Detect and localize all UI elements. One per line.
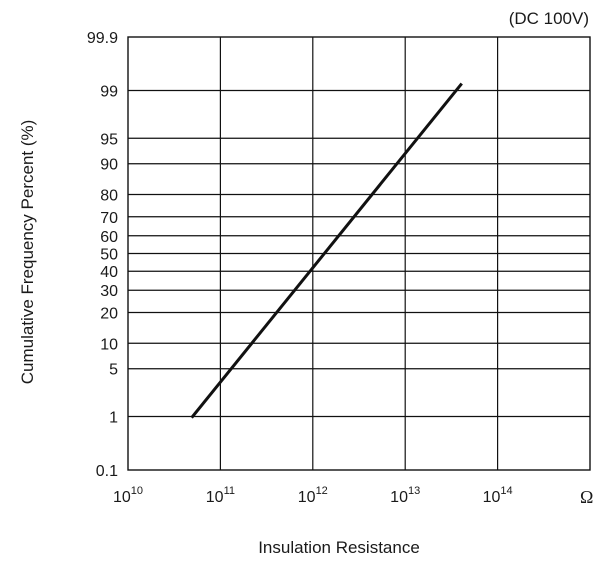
grid	[128, 37, 590, 470]
plot-area	[127, 36, 591, 471]
y-tick-label: 0.1	[96, 463, 118, 480]
x-tick-label: 1010	[113, 485, 143, 506]
series-line	[190, 82, 463, 419]
x-axis-unit: Ω	[580, 487, 593, 507]
y-axis-title: Cumulative Frequency Percent (%)	[18, 120, 37, 385]
test-condition-label: (DC 100V)	[509, 9, 589, 28]
x-axis-title: Insulation Resistance	[258, 538, 420, 557]
x-tick-label: 1012	[298, 485, 328, 506]
x-tick-label: 1011	[206, 485, 235, 506]
y-tick-label: 90	[100, 157, 118, 174]
y-tick-label: 99	[100, 84, 118, 101]
y-tick-label: 80	[100, 188, 118, 205]
y-tick-label: 10	[100, 336, 118, 353]
y-tick-label: 30	[100, 283, 118, 300]
y-tick-label: 60	[100, 229, 118, 246]
y-tick-label: 5	[109, 362, 118, 379]
y-tick-label: 20	[100, 305, 118, 322]
y-tick-label: 70	[100, 210, 118, 227]
x-tick-label: 1013	[390, 485, 420, 506]
y-tick-label: 99.9	[87, 30, 118, 47]
y-tick-label: 40	[100, 264, 118, 281]
y-tick-label: 1	[109, 409, 118, 426]
x-tick-label: 1014	[483, 485, 513, 506]
x-axis-ticks: 1010 1011 1012 1013 1014	[113, 485, 513, 506]
y-tick-label: 95	[100, 131, 118, 148]
y-tick-label: 50	[100, 247, 118, 264]
